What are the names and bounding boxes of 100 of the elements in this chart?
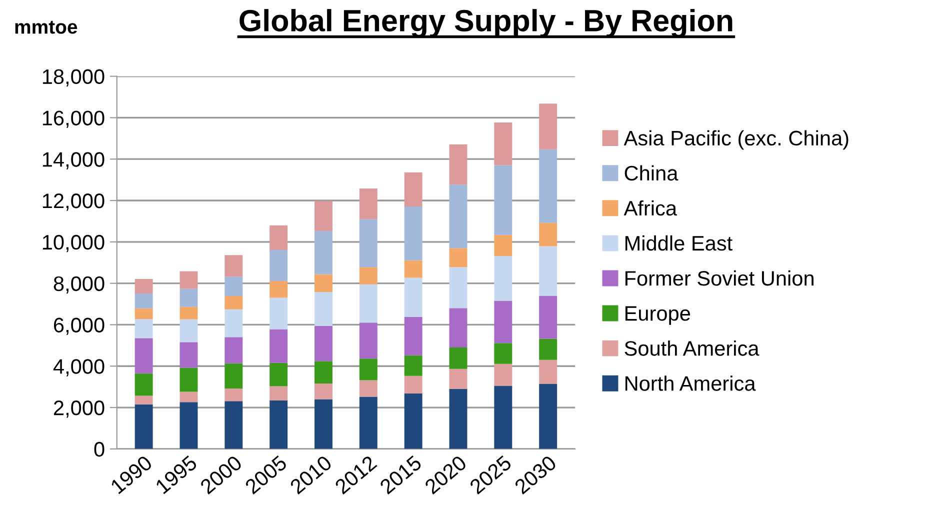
bar [134,404,153,449]
bar [314,200,332,231]
bar [404,317,422,356]
bar [180,271,198,289]
y-axis-title: mmtoe [15,20,78,34]
bar [314,384,332,400]
legend-label: Africa [624,200,678,216]
bar [134,293,153,308]
bar [270,400,288,449]
bar [314,399,332,449]
bar [224,401,243,449]
bar [539,338,558,360]
bar [404,376,422,394]
bar [449,248,468,268]
bar [539,222,558,246]
bar [539,384,558,449]
bar [404,172,422,207]
legend-label: Former Soviet Union [625,270,814,286]
y-tick-label: 6,000 [54,318,104,335]
bar [224,309,243,338]
bar [134,373,153,396]
bar [404,355,422,376]
bar [180,342,198,368]
bar [449,144,468,185]
bar [404,278,422,318]
bar [270,362,288,386]
bar [494,122,512,166]
bar [449,267,468,308]
bar [494,386,512,449]
bar [359,396,378,449]
bar [494,234,512,256]
bar [314,361,332,384]
bar [270,250,288,282]
bar [359,267,378,284]
bar [224,296,243,310]
bar [449,368,468,389]
bar [314,292,332,326]
bar [224,276,243,296]
bar [314,274,332,292]
bar [539,360,558,384]
bar [494,165,512,235]
y-tick-label: 0 [94,442,104,457]
bar [359,284,378,323]
y-tick-label: 4,000 [53,359,104,376]
bar [449,347,468,369]
y-tick-label: 18,000 [42,69,104,87]
legend-label: China [624,165,678,181]
bar [270,225,288,250]
legend-label: Asia Pacific (exc. China) [624,130,848,150]
legend-label: South America [624,340,760,356]
bar [359,358,378,380]
legend-label: Europe [625,306,690,325]
bar [224,337,243,364]
bar [134,308,153,320]
bar [270,281,288,298]
bar [270,386,288,400]
bar [449,308,468,348]
legend-label: Middle East [625,235,732,251]
bar [270,298,288,330]
bar [180,306,198,320]
bar [270,329,288,363]
legend-label: North America [625,376,756,391]
y-tick-label: 2,000 [54,400,104,418]
bar [224,388,243,402]
bar [494,300,512,344]
y-tick-label: 12,000 [42,194,104,211]
bar [494,256,512,301]
bar [539,149,558,223]
y-tick-label: 10,000 [42,234,104,252]
bar [494,343,512,364]
bar [180,288,198,307]
bar [404,206,422,260]
bar [359,380,378,397]
bar [224,255,243,277]
bar [314,230,332,274]
y-tick-label: 8,000 [54,276,104,294]
bar [134,396,153,404]
bar [180,392,198,402]
bar [359,322,378,359]
bar [404,393,422,449]
bar [224,363,243,388]
bar [449,388,468,449]
bar [314,326,332,362]
bar [539,104,558,150]
bar [134,278,153,294]
bar [539,296,558,339]
y-tick-label: 14,000 [42,152,104,170]
bar [180,319,198,342]
bar [449,184,468,248]
chart-title: Global Energy Supply - By Region [240,9,732,38]
bar [539,246,558,296]
bar [359,219,378,268]
bar [359,188,378,220]
y-tick-label: 16,000 [42,110,104,128]
bar [404,260,422,278]
bar [180,402,198,449]
bar [180,368,198,392]
bar [134,319,153,338]
bar [494,364,512,386]
bar [134,338,153,374]
